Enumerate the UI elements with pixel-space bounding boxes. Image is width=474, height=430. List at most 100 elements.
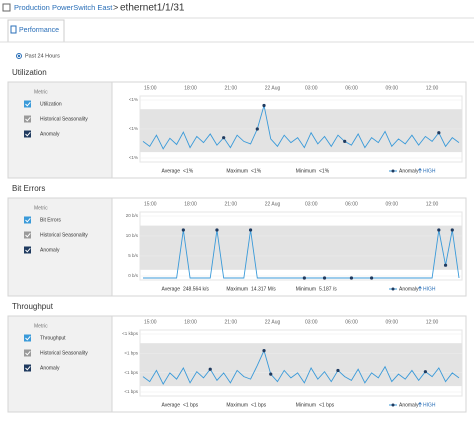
checkbox[interactable] [24, 216, 31, 224]
radio-dot [17, 54, 21, 58]
x-tick-label: 09:00 [386, 85, 399, 91]
legend-panel [7, 315, 113, 413]
x-tick-label: 06:00 [345, 85, 358, 91]
anomaly-point[interactable] [349, 276, 354, 280]
y-tick-label: 0 b/s [128, 273, 139, 278]
legend-label[interactable]: Utilization [40, 101, 62, 107]
stat-label: Average [161, 168, 180, 174]
anomaly-key-dot [391, 169, 395, 173]
metric-line [142, 349, 460, 386]
anomaly-point[interactable] [208, 367, 212, 371]
y-tick-label: 20 b/s [126, 213, 139, 218]
severity-arrow [418, 285, 422, 291]
checkbox[interactable] [24, 334, 31, 342]
tab-icon [10, 25, 17, 34]
legend-label[interactable]: Anomaly [40, 131, 60, 137]
anomaly-point[interactable] [437, 131, 441, 135]
check [25, 365, 31, 371]
legend-panel [7, 197, 113, 297]
legend-label[interactable]: Historical Seasonality [40, 350, 88, 356]
stat-label: Minimum [296, 402, 316, 408]
legend-title: Metric [34, 323, 48, 329]
page-title: ethernet1/1/31 [120, 3, 185, 14]
severity-arrow [418, 167, 422, 173]
stat-label: Minimum [296, 168, 316, 174]
x-tick-label: 06:00 [345, 319, 358, 325]
anomaly-point[interactable] [302, 276, 306, 280]
stat-label: Maximum [226, 286, 248, 292]
anomaly-point[interactable] [369, 276, 374, 280]
time-range[interactable]: Past 24 Hours [25, 53, 60, 59]
checkbox[interactable] [24, 115, 31, 123]
home-icon[interactable] [2, 3, 11, 12]
severity: HIGH [423, 168, 436, 174]
anomaly-point[interactable] [322, 276, 327, 280]
x-tick-label: 12:00 [426, 201, 439, 207]
checkbox[interactable] [24, 130, 31, 138]
checkbox[interactable] [24, 364, 31, 372]
checkbox[interactable] [24, 349, 31, 357]
x-tick-label: 15:00 [144, 201, 157, 207]
stat-label: Average [161, 402, 180, 408]
section-title: Throughput [12, 302, 54, 311]
anomaly-point[interactable] [255, 127, 259, 131]
x-tick-label: 12:00 [426, 319, 439, 325]
x-tick-label: 21:00 [225, 85, 238, 91]
anomaly-point[interactable] [343, 139, 347, 143]
x-tick-label: 15:00 [144, 85, 157, 91]
anomaly-point[interactable] [336, 368, 340, 373]
anomaly-key-label: Anomaly [399, 168, 419, 174]
anomaly-point[interactable] [269, 372, 273, 376]
y-tick-label: <1% [129, 97, 138, 102]
anomaly-point[interactable] [443, 263, 448, 267]
anomaly-key-label: Anomaly [399, 286, 419, 292]
stat-label: Minimum [296, 286, 316, 292]
x-tick-label: 03:00 [305, 319, 318, 325]
seasonality-band [140, 225, 462, 270]
anomaly-point[interactable] [248, 228, 253, 232]
anomaly-point[interactable] [222, 136, 226, 140]
anomaly-point[interactable] [262, 349, 266, 353]
x-tick-label: 22 Aug [265, 85, 281, 91]
anomaly-point[interactable] [215, 228, 219, 232]
y-tick-label: <1 bps [124, 370, 138, 375]
seasonality-band [140, 109, 462, 153]
tab-label[interactable]: Performance [19, 27, 59, 34]
x-tick-label: 21:00 [225, 319, 238, 325]
y-tick-label: 10 b/s [126, 233, 139, 238]
legend-label[interactable]: Throughput [40, 335, 66, 341]
x-tick-label: 22 Aug [265, 201, 281, 207]
anomaly-point[interactable] [181, 228, 185, 232]
checkbox[interactable] [24, 231, 31, 239]
anomaly-point[interactable] [262, 103, 266, 108]
check [25, 217, 31, 223]
legend-label[interactable]: Historical Seasonality [40, 116, 88, 122]
metric-line [143, 229, 460, 279]
legend-label[interactable]: Bit Errors [40, 217, 61, 223]
legend-label[interactable]: Anomaly [40, 247, 60, 253]
anomaly-point[interactable] [437, 228, 441, 232]
breadcrumb[interactable]: Production PowerSwitch East [14, 3, 113, 12]
x-tick-label: 18:00 [184, 319, 197, 325]
check [25, 116, 31, 122]
x-tick-label: 12:00 [426, 85, 439, 91]
severity: HIGH [423, 286, 436, 292]
legend-label[interactable]: Anomaly [40, 365, 60, 371]
stat-value: 248.564 k/s [183, 286, 209, 292]
anomaly-key-label: Anomaly [399, 402, 419, 408]
severity: HIGH [423, 402, 436, 408]
check [25, 232, 31, 238]
stat-value: <1% [319, 168, 330, 174]
stat-label: Maximum [226, 402, 248, 408]
legend-label[interactable]: Historical Seasonality [40, 232, 88, 238]
anomaly-point[interactable] [423, 370, 427, 374]
metric-line [142, 105, 460, 150]
checkbox[interactable] [24, 100, 31, 108]
checkbox[interactable] [24, 246, 31, 254]
x-tick-label: 03:00 [305, 201, 318, 207]
y-tick-label: <1 bps [124, 389, 138, 394]
legend-panel [7, 81, 113, 179]
anomaly-point[interactable] [450, 228, 454, 232]
stat-label: Average [161, 286, 180, 292]
